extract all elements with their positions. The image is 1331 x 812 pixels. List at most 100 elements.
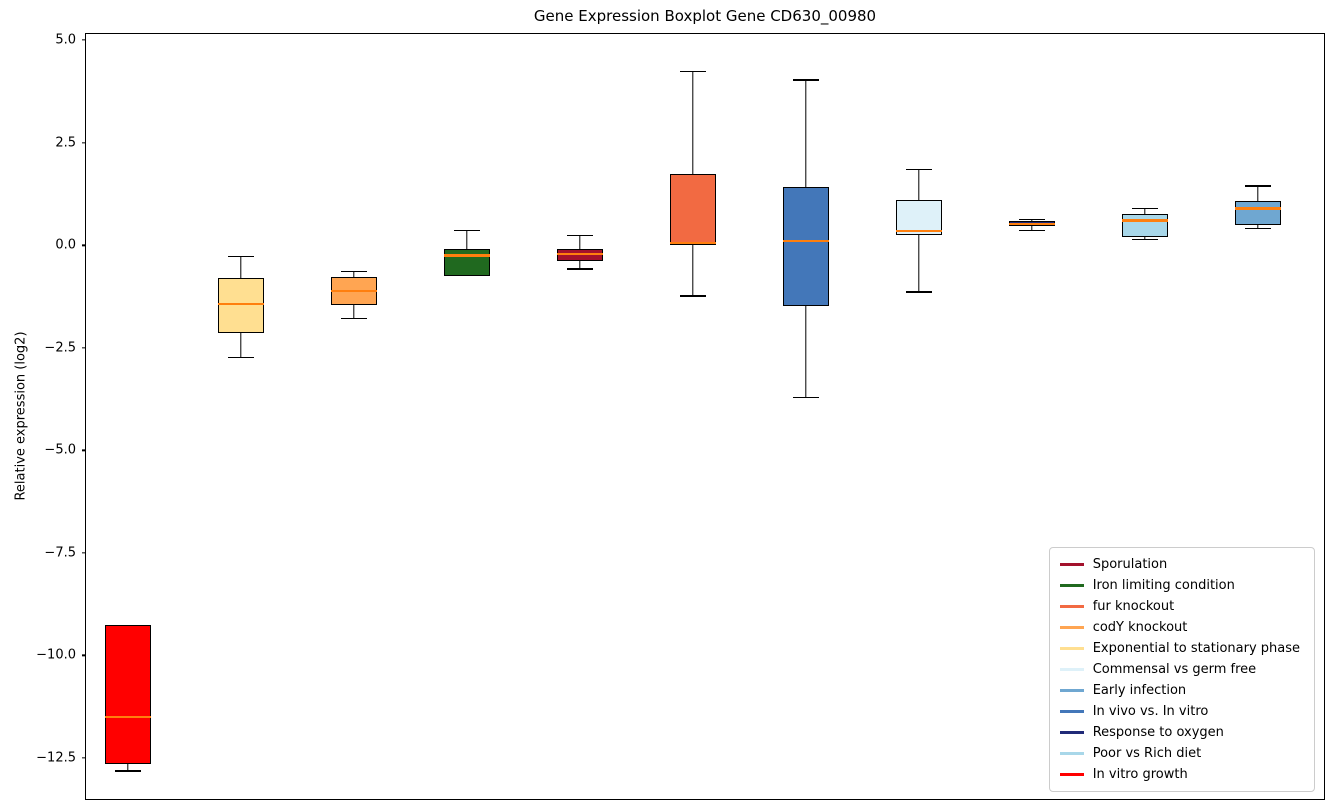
y-axis-label: Relative expression (log2): [13, 331, 29, 501]
lower-whisker: [918, 235, 920, 292]
upper-whisker-cap: [1132, 207, 1158, 209]
lower-whisker: [579, 260, 581, 269]
lower-whisker-cap: [793, 397, 819, 399]
legend-color-line: [1059, 752, 1084, 755]
legend-color-line: [1059, 647, 1084, 650]
chart-title: Gene Expression Boxplot Gene CD630_00980: [533, 7, 877, 25]
y-tick-label: −2.5: [44, 340, 76, 356]
upper-whisker-cap: [1245, 185, 1271, 187]
y-tick-mark: [82, 552, 86, 554]
legend-label: Poor vs Rich diet: [1092, 746, 1202, 761]
legend-label: Sporulation: [1092, 557, 1168, 572]
upper-whisker: [918, 168, 920, 201]
legend-item: Poor vs Rich diet: [1059, 743, 1300, 764]
box-poor-vs-rich-diet: [1122, 214, 1168, 238]
box-in-vitro-growth: [105, 624, 151, 765]
upper-whisker: [1257, 185, 1259, 202]
median-line: [1235, 207, 1281, 210]
legend-label: fur knockout: [1092, 599, 1175, 614]
y-tick-mark: [82, 244, 86, 246]
upper-whisker-cap: [680, 70, 706, 73]
legend-color-line: [1059, 605, 1084, 608]
legend-item: Response to oxygen: [1059, 722, 1300, 743]
lower-whisker: [1144, 237, 1146, 240]
y-tick-label: −12.5: [36, 750, 76, 766]
y-tick-mark: [82, 449, 86, 451]
box-exponential-to-stationary-phase: [218, 278, 264, 334]
upper-whisker: [805, 79, 807, 188]
box-iron-limiting-condition: [444, 248, 490, 276]
boxplot-boxes: [86, 34, 1324, 799]
median-line: [557, 253, 603, 256]
lower-whisker: [353, 304, 355, 318]
median-line: [1009, 222, 1055, 226]
lower-whisker-cap: [906, 291, 932, 293]
legend-item: Commensal vs germ free: [1059, 659, 1300, 680]
upper-whisker: [692, 70, 694, 175]
lower-whisker-cap: [1019, 229, 1045, 232]
median-line: [670, 241, 716, 244]
lower-whisker-cap: [680, 295, 706, 297]
median-line: [896, 229, 942, 233]
y-axis-ticks: 5.0 2.5 0.0 −2.5 −5.0 −7.5 −10.0 −12.5: [36, 33, 1324, 799]
upper-whisker: [1144, 207, 1146, 215]
legend-color-line: [1059, 563, 1084, 566]
legend-item: Iron limiting condition: [1059, 575, 1300, 596]
upper-whisker-cap: [793, 79, 819, 81]
y-tick-label: 5.0: [55, 32, 76, 48]
y-tick-mark: [82, 757, 86, 759]
box-early-infection: [1235, 201, 1281, 226]
median-line: [1122, 219, 1168, 222]
y-tick-label: 2.5: [55, 135, 76, 151]
legend-color-line: [1059, 710, 1084, 713]
y-tick-label: −7.5: [44, 545, 76, 561]
lower-whisker-cap: [1132, 239, 1158, 241]
legend-item: Exponential to stationary phase: [1059, 638, 1300, 659]
upper-whisker: [466, 230, 468, 249]
upper-whisker: [1031, 218, 1033, 222]
y-tick-label: −5.0: [44, 442, 76, 458]
upper-whisker-cap: [228, 255, 254, 257]
legend-item: In vitro growth: [1059, 764, 1300, 785]
box-commensal-vs-germ-free: [896, 200, 942, 236]
legend-label: Exponential to stationary phase: [1092, 641, 1300, 656]
lower-whisker-cap: [341, 317, 367, 320]
legend-item: In vivo vs. In vitro: [1059, 701, 1300, 722]
median-line: [105, 715, 151, 719]
legend-item: codY knockout: [1059, 617, 1300, 638]
upper-whisker-cap: [341, 271, 367, 273]
plot-area: 5.0 2.5 0.0 −2.5 −5.0 −7.5 −10.0 −12.5 Sporulat…: [36, 33, 1325, 800]
y-tick-label: 0.0: [55, 237, 76, 253]
legend: Sporulation Iron limiting condition fur kn…: [1048, 547, 1315, 792]
y-tick-mark: [82, 347, 86, 349]
lower-whisker: [805, 305, 807, 397]
lower-whisker-cap: [567, 268, 593, 270]
y-tick-mark: [82, 39, 86, 41]
upper-whisker-cap: [454, 230, 480, 232]
lower-whisker-cap: [115, 770, 141, 772]
y-tick-mark: [82, 654, 86, 657]
upper-whisker-cap: [906, 168, 932, 171]
upper-whisker: [353, 271, 355, 278]
legend-color-line: [1059, 668, 1084, 671]
legend-item: fur knockout: [1059, 596, 1300, 617]
legend-color-line: [1059, 584, 1084, 587]
legend-label: In vitro growth: [1092, 767, 1188, 782]
median-line: [218, 302, 264, 306]
box-fur-knockout: [670, 174, 716, 246]
median-line: [783, 239, 829, 243]
legend-item: Sporulation: [1059, 554, 1300, 575]
lower-whisker: [127, 764, 129, 771]
legend-label: In vivo vs. In vitro: [1092, 704, 1209, 719]
legend-color-line: [1059, 626, 1084, 629]
upper-whisker: [579, 234, 581, 250]
y-tick-label: −10.0: [36, 647, 76, 663]
legend-color-line: [1059, 731, 1084, 734]
median-line: [444, 254, 490, 257]
upper-whisker-cap: [567, 234, 593, 236]
legend-item: Early infection: [1059, 680, 1300, 701]
legend-label: codY knockout: [1092, 620, 1188, 635]
legend-label: Commensal vs germ free: [1092, 662, 1257, 677]
legend-label: Response to oxygen: [1092, 725, 1224, 740]
